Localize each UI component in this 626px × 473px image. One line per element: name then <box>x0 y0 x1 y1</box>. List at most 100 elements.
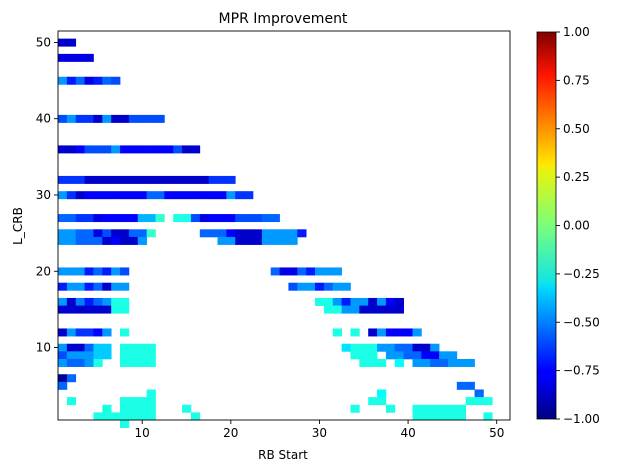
heatmap-cell <box>58 381 68 390</box>
heatmap-cell <box>128 236 139 245</box>
heatmap-cell <box>66 397 77 406</box>
heatmap-cell <box>332 297 342 306</box>
heatmap-cell <box>84 229 94 238</box>
colorbar-tick-label: −1.00 <box>563 412 600 426</box>
heatmap-cell <box>217 191 227 200</box>
heatmap-cell <box>111 412 121 421</box>
colorbar-gradient <box>536 31 557 420</box>
heatmap-cell <box>66 374 77 383</box>
y-tick-label: 40 <box>36 112 51 126</box>
heatmap-cell <box>323 297 334 306</box>
heatmap-cell <box>430 404 440 413</box>
heatmap-cell <box>111 145 121 154</box>
heatmap-cell <box>93 412 103 421</box>
heatmap-cell <box>93 76 103 85</box>
heatmap-cell <box>66 76 77 85</box>
heatmap-cell <box>394 351 404 360</box>
heatmap-cell <box>120 145 130 154</box>
heatmap-cell <box>146 358 156 367</box>
heatmap-cell <box>58 38 68 47</box>
heatmap-cell <box>66 282 77 291</box>
heatmap-cell <box>297 267 307 276</box>
heatmap-cell <box>297 282 307 291</box>
heatmap-cell <box>137 236 147 245</box>
heatmap-cell <box>306 267 316 276</box>
colorbar-tick-label: 0.25 <box>563 170 590 184</box>
colorbar-tick-label: 0.50 <box>563 122 590 136</box>
heatmap-cell <box>58 214 68 223</box>
x-tick-label: 20 <box>223 426 238 440</box>
heatmap-cell <box>84 114 94 123</box>
heatmap-cell <box>93 267 103 276</box>
colorbar-tick-label: 0.75 <box>563 73 590 87</box>
heatmap-cell <box>377 343 387 352</box>
heatmap-cell <box>111 229 121 238</box>
heatmap-cell <box>456 404 467 413</box>
heatmap-cell <box>102 412 112 421</box>
heatmap-cell <box>306 282 316 291</box>
heatmap-cell <box>66 114 77 123</box>
chart-title: MPR Improvement <box>219 11 348 27</box>
heatmap-cell <box>111 191 121 200</box>
heatmap-cell <box>173 191 183 200</box>
y-axis-label: L_CRB <box>11 207 25 245</box>
heatmap-cell <box>226 175 236 184</box>
heatmap-cell <box>430 343 440 352</box>
heatmap-cell <box>111 305 121 314</box>
heatmap-cell <box>66 145 77 154</box>
x-axis-label: RB Start <box>258 448 308 462</box>
heatmap-cell <box>439 358 449 367</box>
heatmap-cell <box>190 214 201 223</box>
heatmap-cell <box>66 351 77 360</box>
heatmap-cell <box>217 214 227 223</box>
heatmap-cell <box>182 191 192 200</box>
heatmap-cell <box>84 214 94 223</box>
heatmap-cell <box>235 236 245 245</box>
colorbar-tick-label: 1.00 <box>563 25 590 39</box>
heatmap-cell <box>261 236 272 245</box>
heatmap-cell <box>102 297 112 306</box>
heatmap-cell <box>146 145 156 154</box>
heatmap-cell <box>137 191 147 200</box>
colorbar-tick-label: 0.00 <box>563 219 590 233</box>
heatmap-cell <box>93 297 103 306</box>
heatmap-cell <box>173 214 183 223</box>
heatmap-cell <box>244 236 254 245</box>
heatmap-cell <box>341 282 351 291</box>
heatmap-cell <box>66 214 77 223</box>
heatmap-cell <box>75 114 85 123</box>
heatmap-cell <box>58 351 68 360</box>
heatmap-cell <box>102 305 112 314</box>
heatmap-cell <box>102 282 112 291</box>
heatmap-cell <box>146 397 156 406</box>
heatmap-cell <box>190 175 201 184</box>
heatmap-cell <box>120 267 130 276</box>
heatmap-cell <box>66 297 77 306</box>
heatmap-cell <box>66 191 77 200</box>
heatmap-cell <box>164 175 174 184</box>
heatmap-cell <box>84 343 94 352</box>
heatmap-cell <box>102 191 112 200</box>
heatmap-cell <box>137 358 147 367</box>
heatmap-cell <box>394 358 404 367</box>
heatmap-cell <box>155 145 165 154</box>
heatmap-cell <box>332 305 342 314</box>
heatmap-cell <box>58 76 68 85</box>
heatmap-cell <box>421 412 431 421</box>
heatmap-cell <box>341 343 351 352</box>
heatmap-cell <box>430 412 440 421</box>
heatmap-cell <box>350 297 360 306</box>
heatmap-cell <box>217 229 227 238</box>
heatmap-cell <box>75 145 85 154</box>
heatmap-cell <box>288 282 298 291</box>
heatmap-cell <box>182 145 192 154</box>
heatmap-cell <box>146 404 156 413</box>
heatmap-cell <box>120 358 130 367</box>
heatmap-cell <box>120 404 130 413</box>
heatmap-cell <box>430 351 440 360</box>
heatmap-cell <box>75 282 85 291</box>
y-tick-label: 50 <box>36 35 51 49</box>
heatmap-cell <box>120 114 130 123</box>
heatmap-cell <box>182 175 192 184</box>
